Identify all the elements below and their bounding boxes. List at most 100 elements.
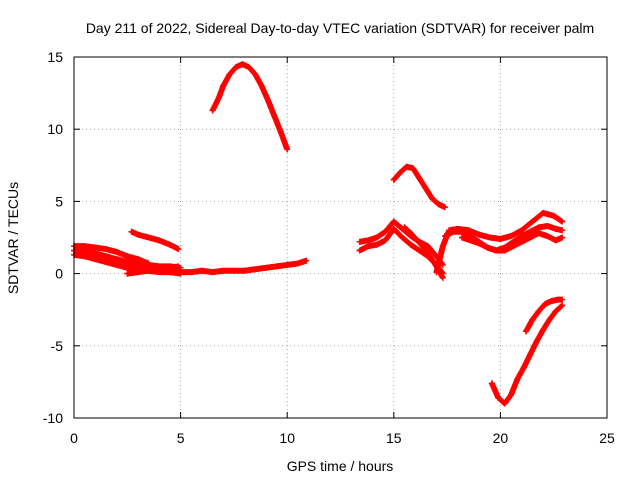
data-point	[559, 296, 566, 303]
data-point	[533, 338, 540, 345]
data-point	[382, 237, 389, 244]
data-point	[294, 260, 301, 267]
data-point	[559, 302, 566, 309]
data-point	[156, 237, 163, 244]
data-point	[510, 243, 517, 250]
data-point	[124, 259, 131, 266]
data-point	[252, 266, 259, 273]
data-point	[262, 264, 269, 271]
data-point	[92, 250, 99, 257]
data-point	[303, 257, 310, 264]
data-point	[540, 326, 547, 333]
data-point	[399, 234, 406, 241]
data-point	[220, 82, 227, 89]
data-point	[559, 218, 566, 225]
data-point	[559, 227, 566, 234]
data-point	[416, 175, 423, 182]
data-point	[113, 261, 120, 268]
data-point	[209, 107, 216, 114]
data-point	[356, 238, 363, 245]
grid-lines	[74, 57, 607, 418]
data-points	[71, 61, 566, 407]
data-point	[124, 264, 131, 271]
x-tick-label: 0	[70, 430, 78, 446]
data-point	[520, 364, 527, 371]
y-tick-label: 0	[55, 266, 63, 282]
data-point	[433, 269, 440, 276]
series-arc-6	[177, 257, 310, 276]
data-point	[397, 169, 404, 176]
series-arc-15	[488, 302, 566, 407]
series-trail	[209, 61, 290, 152]
data-point	[128, 228, 135, 235]
data-point	[390, 218, 397, 225]
data-point	[548, 298, 555, 305]
data-point	[177, 269, 184, 276]
data-point	[102, 253, 109, 260]
data-point	[459, 234, 466, 241]
data-point	[284, 146, 291, 153]
series-trail	[488, 303, 565, 407]
y-axis-label: SDTVAR / TECUs	[5, 182, 21, 294]
chart-title: Day 211 of 2022, Sidereal Day-to-day VTE…	[86, 20, 594, 36]
data-point	[493, 247, 500, 254]
data-point	[424, 243, 431, 250]
data-point	[92, 256, 99, 263]
series-arc-7	[209, 61, 291, 153]
data-point	[365, 237, 372, 244]
data-point	[102, 259, 109, 266]
data-point	[429, 195, 436, 202]
data-point	[356, 247, 363, 254]
data-point	[476, 231, 483, 238]
x-tick-label: 10	[279, 430, 295, 446]
data-point	[467, 237, 474, 244]
data-point	[409, 165, 416, 172]
data-point	[239, 61, 246, 68]
data-point	[220, 267, 227, 274]
data-point	[501, 247, 508, 254]
data-point	[550, 212, 557, 219]
x-tick-label: 20	[493, 430, 509, 446]
data-point	[544, 233, 551, 240]
data-point	[230, 267, 237, 274]
data-point	[518, 233, 525, 240]
data-point	[484, 244, 491, 251]
data-point	[156, 266, 163, 273]
series-arc-12	[433, 209, 566, 276]
y-tick-label: 15	[47, 49, 63, 65]
x-tick-labels: 0 5 10 15 20 25	[70, 430, 615, 446]
data-point	[252, 71, 259, 78]
data-point	[420, 244, 427, 251]
data-point	[145, 267, 152, 274]
x-tick-label: 5	[177, 430, 185, 446]
series-arc-10	[390, 163, 448, 211]
data-point	[188, 269, 195, 276]
data-point	[459, 228, 466, 235]
data-point	[416, 247, 423, 254]
data-point	[401, 224, 408, 231]
data-point	[546, 316, 553, 323]
data-point	[241, 267, 248, 274]
series-arc-16	[522, 296, 566, 335]
data-point	[134, 269, 141, 276]
data-point	[373, 241, 380, 248]
data-point	[175, 263, 182, 270]
data-point	[514, 376, 521, 383]
series-trail	[128, 228, 181, 252]
data-point	[540, 209, 547, 216]
data-point	[435, 201, 442, 208]
data-point	[403, 163, 410, 170]
data-point	[486, 234, 493, 241]
data-point	[273, 263, 280, 270]
data-point	[134, 260, 141, 267]
data-point	[501, 400, 508, 407]
series-arc-14	[459, 230, 566, 254]
data-point	[529, 316, 536, 323]
data-point	[407, 241, 414, 248]
data-point	[124, 270, 131, 277]
data-point	[215, 94, 222, 101]
data-point	[535, 230, 542, 237]
data-point	[81, 243, 88, 250]
data-point	[124, 253, 131, 260]
